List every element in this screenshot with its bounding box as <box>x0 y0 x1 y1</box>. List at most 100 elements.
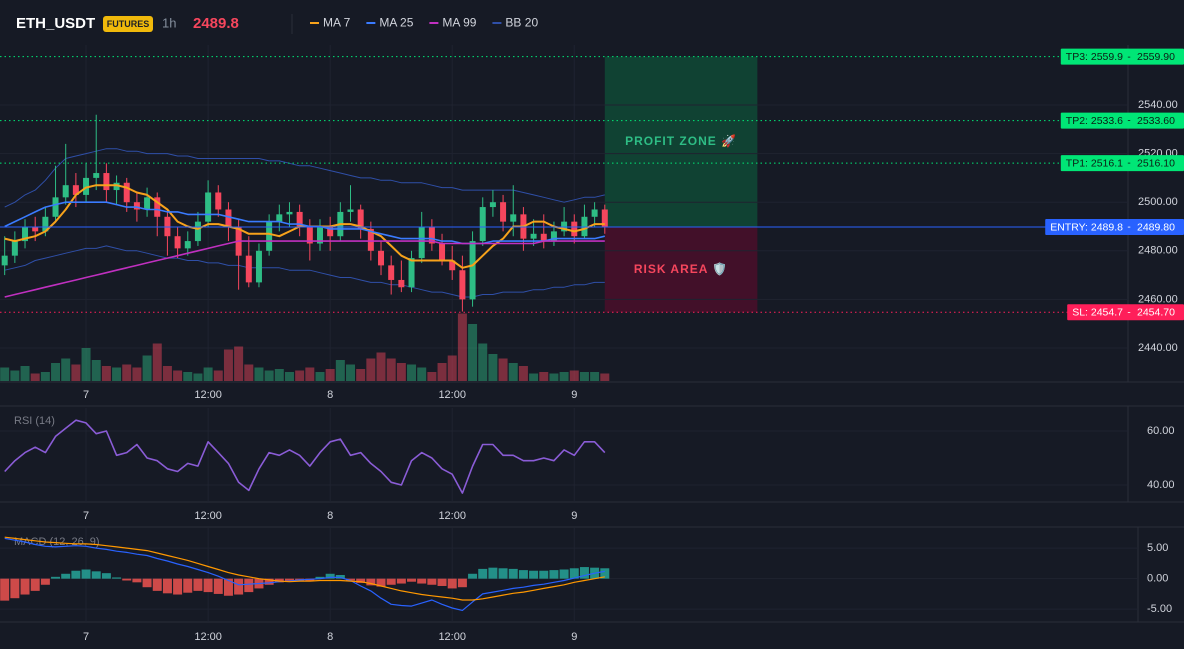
interval: 1h <box>162 15 176 30</box>
level-label: SL: 2454.7 <box>1072 307 1123 319</box>
macd-histogram-bar <box>315 576 325 579</box>
volume-bar <box>315 372 325 381</box>
level-tag: SL: 2454.7 2454.70- <box>1067 304 1184 321</box>
candle-body <box>439 243 446 261</box>
x-tick-label: 12:00 <box>438 631 466 643</box>
macd-histogram-bar <box>396 578 406 584</box>
level-box <box>1060 48 1184 65</box>
macd-histogram-bar <box>40 578 50 585</box>
level-tag: ENTRY: 2489.8 2489.80- <box>1045 218 1184 235</box>
y-tick-label: 2540.00 <box>1138 99 1178 111</box>
candle-body <box>296 211 303 227</box>
level-label: TP3: 2559.9 <box>1066 51 1123 63</box>
volume-bar <box>457 313 467 381</box>
level-axis-label: 2489.80 <box>1137 221 1175 233</box>
level-axis-label: 2516.10 <box>1137 157 1175 169</box>
macd-histogram-bar <box>264 578 274 585</box>
y-tick-label: 60.00 <box>1147 425 1175 437</box>
volume-bar <box>244 364 254 381</box>
x-tick-label: 8 <box>327 631 333 643</box>
volume-bar <box>254 367 264 381</box>
macd-histogram-bar <box>274 578 284 583</box>
level-tag: TP2: 2533.6 2533.60- <box>1060 112 1184 129</box>
volume-bar <box>396 363 406 381</box>
volume-bar <box>498 358 508 381</box>
candle-body <box>408 258 415 288</box>
macd-histogram-bar <box>162 578 172 594</box>
macd-histogram-bar <box>122 578 132 581</box>
level-label: TP2: 2533.6 <box>1066 115 1123 127</box>
volume-bar <box>183 372 193 381</box>
candle-body <box>479 207 486 242</box>
macd-histogram-bar <box>81 569 91 579</box>
y-tick-label: 2440.00 <box>1138 342 1178 354</box>
candle-body <box>459 270 466 300</box>
candle-body <box>62 185 69 198</box>
candle-body <box>540 233 547 242</box>
macd-histogram-bar <box>203 578 213 593</box>
x-tick-label: 9 <box>571 631 577 643</box>
macd-histogram-bar <box>386 578 396 585</box>
macd-histogram-bar <box>498 568 508 579</box>
volume-bar <box>539 372 549 381</box>
volume-bar <box>376 352 386 381</box>
level-tag: TP3: 2559.9 2559.90- <box>1060 48 1184 65</box>
zone-label: PROFIT ZONE 🚀 <box>625 134 737 148</box>
candle-body <box>205 192 212 222</box>
volume-bar <box>203 367 213 381</box>
bb-lower <box>4 245 605 298</box>
volume-bar <box>234 346 244 381</box>
candle-body <box>245 255 252 283</box>
macd-histogram-bar <box>539 570 549 579</box>
candle-body <box>500 202 507 222</box>
level-axis-label: 2559.90 <box>1137 51 1175 63</box>
candle-body <box>215 192 222 210</box>
volume-bar <box>346 364 356 381</box>
candle-body <box>550 231 557 242</box>
volume-bar <box>356 369 366 381</box>
volume-bar <box>132 367 142 381</box>
macd-histogram-bar <box>244 578 254 593</box>
volume-bar <box>264 370 274 381</box>
volume-bar <box>437 363 447 381</box>
volume-bar <box>81 348 91 381</box>
candle-body <box>398 279 405 288</box>
level-label: ENTRY: 2489.8 <box>1050 221 1123 233</box>
volume-bar <box>61 358 71 381</box>
candle-body <box>418 226 425 259</box>
volume-bar <box>295 370 305 381</box>
level-box <box>1060 155 1184 172</box>
volume-bar <box>173 370 183 381</box>
x-tick-label: 7 <box>83 389 89 401</box>
volume-bar <box>508 363 518 381</box>
candle-body <box>32 226 39 232</box>
level-label: TP1: 2516.1 <box>1066 157 1123 169</box>
rsi-line <box>4 419 606 494</box>
macd-histogram-bar <box>376 578 386 587</box>
x-tick-label: 12:00 <box>438 389 466 401</box>
volume-bar <box>142 355 152 381</box>
macd-histogram-bar <box>600 568 610 579</box>
volume-bar <box>71 364 81 381</box>
volume-bar <box>122 364 132 381</box>
candle-body <box>103 173 110 191</box>
volume-bar <box>335 360 345 381</box>
moving-average <box>4 201 605 245</box>
candle-body <box>93 173 100 178</box>
volume-bar <box>590 372 600 381</box>
level-tag: TP1: 2516.1 2516.10- <box>1060 155 1184 172</box>
macd-histogram-bar <box>417 578 427 584</box>
volume-bar <box>569 370 579 381</box>
volume-bar <box>213 370 223 381</box>
macd-histogram-bar <box>366 578 376 586</box>
level-box <box>1067 304 1184 321</box>
candle-body <box>174 236 181 249</box>
macd-histogram-bar <box>30 578 40 591</box>
candle-body <box>378 250 385 266</box>
volume-bar <box>549 373 559 381</box>
x-tick-label: 12:00 <box>194 631 222 643</box>
candle-body <box>388 265 395 280</box>
macd-histogram-bar <box>112 577 122 579</box>
y-tick-label: 2460.00 <box>1138 293 1178 305</box>
volume-bar <box>417 367 427 381</box>
